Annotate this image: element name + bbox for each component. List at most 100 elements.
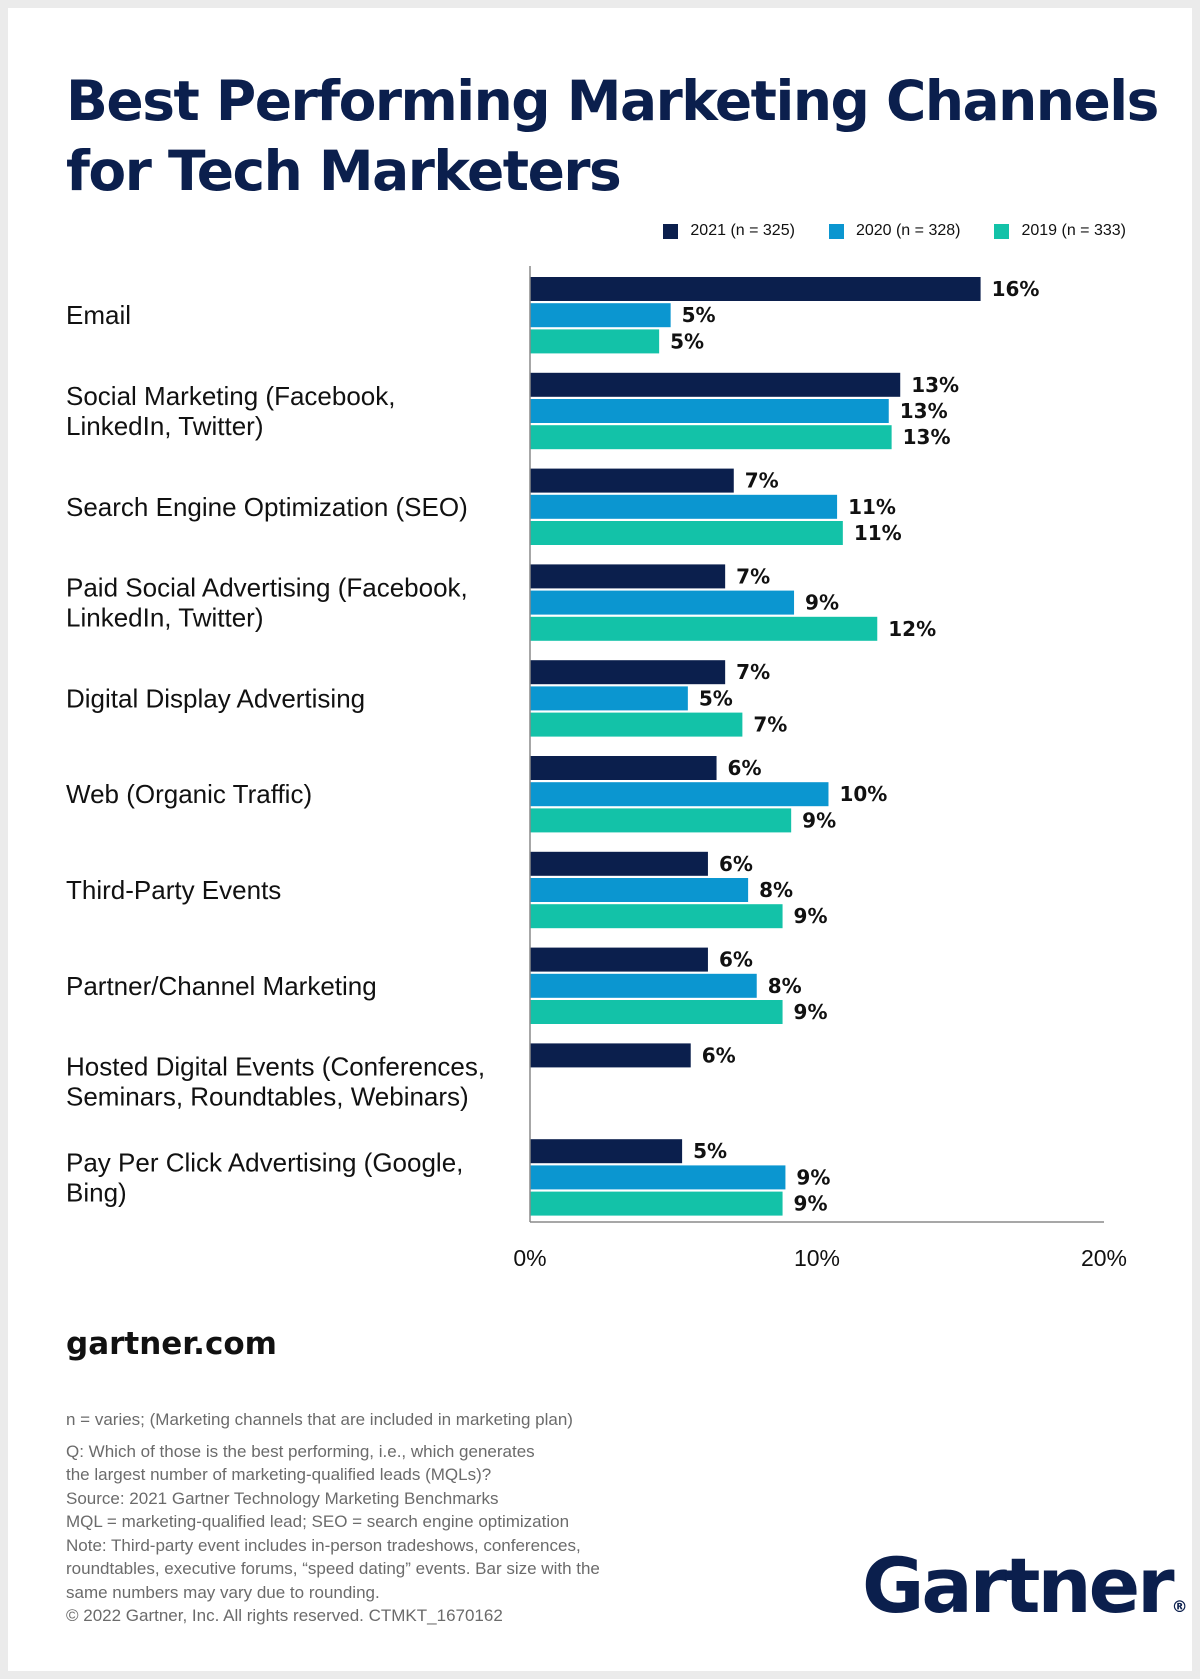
value-label: 11% bbox=[848, 495, 896, 519]
legend-label-2021: 2021 (n = 325) bbox=[690, 222, 795, 239]
value-label: 5% bbox=[670, 329, 704, 353]
footnote-line: Q: Which of those is the best performing… bbox=[66, 1441, 535, 1461]
value-label: 12% bbox=[888, 617, 936, 641]
footnote-line: n = varies; (Marketing channels that are… bbox=[66, 1410, 573, 1429]
bar bbox=[530, 521, 843, 545]
bar bbox=[530, 468, 734, 493]
bar bbox=[530, 1043, 691, 1068]
value-label: 7% bbox=[736, 660, 770, 684]
site-url: gartner.com bbox=[66, 1326, 277, 1362]
x-tick-label: 0% bbox=[513, 1245, 546, 1271]
category-label: Web (Organic Traffic) bbox=[66, 779, 312, 809]
page-title: Best Performing Marketing Channels for T… bbox=[66, 66, 1166, 206]
legend-label-2020: 2020 (n = 328) bbox=[855, 222, 961, 239]
bar bbox=[530, 1165, 786, 1190]
value-label: 9% bbox=[794, 1000, 828, 1024]
value-label: 9% bbox=[794, 1192, 828, 1216]
legend-label-2019: 2019 (n = 333) bbox=[1021, 222, 1126, 239]
category-label: Digital Display Advertising bbox=[66, 683, 365, 713]
bar bbox=[530, 494, 838, 519]
bar bbox=[530, 303, 671, 328]
bar bbox=[530, 1139, 683, 1164]
bar bbox=[530, 973, 757, 998]
category-label: Pay Per Click Advertising (Google, bbox=[66, 1147, 463, 1177]
value-label: 6% bbox=[702, 1043, 736, 1067]
value-label: 8% bbox=[759, 878, 793, 902]
footnote-line: the largest number of marketing-qualifie… bbox=[66, 1465, 492, 1484]
legend-swatch-2021 bbox=[663, 223, 679, 239]
footnote-line: Source: 2021 Gartner Technology Marketin… bbox=[66, 1488, 499, 1508]
legend-item-2019: 2019 (n = 333) bbox=[994, 222, 1126, 240]
value-label: 6% bbox=[719, 948, 753, 972]
value-label: 5% bbox=[699, 686, 733, 710]
bar bbox=[530, 686, 688, 711]
registered-mark: ® bbox=[1171, 1597, 1188, 1616]
bar bbox=[530, 660, 726, 685]
x-tick-label: 10% bbox=[794, 1245, 840, 1271]
category-label: Partner/Channel Marketing bbox=[66, 971, 377, 1001]
bar bbox=[530, 329, 660, 354]
value-label: 7% bbox=[736, 564, 770, 588]
legend-item-2020: 2020 (n = 328) bbox=[828, 222, 961, 240]
bar bbox=[530, 756, 717, 780]
bar bbox=[530, 904, 783, 929]
value-label: 9% bbox=[805, 591, 839, 615]
value-label: 6% bbox=[719, 852, 753, 876]
value-label: 13% bbox=[900, 399, 948, 423]
bar bbox=[530, 372, 901, 397]
value-label: 6% bbox=[728, 756, 762, 780]
footnote-line: © 2022 Gartner, Inc. All rights reserved… bbox=[66, 1606, 503, 1625]
category-label: LinkedIn, Twitter) bbox=[66, 411, 264, 441]
value-label: 7% bbox=[745, 469, 779, 493]
value-label: 5% bbox=[693, 1139, 727, 1163]
title-line-2: for Tech Marketers bbox=[66, 139, 622, 203]
bar bbox=[530, 878, 749, 902]
value-label: 13% bbox=[911, 373, 959, 397]
bar bbox=[530, 399, 889, 423]
bar bbox=[530, 851, 708, 876]
category-label: Third-Party Events bbox=[66, 875, 281, 905]
bar bbox=[530, 808, 792, 833]
legend-swatch-2019 bbox=[994, 223, 1010, 239]
bar bbox=[530, 277, 981, 301]
category-label: LinkedIn, Twitter) bbox=[66, 603, 264, 633]
gartner-logo: Gartner® bbox=[862, 1548, 1188, 1624]
chart-legend: 2021 (n = 325) 2020 (n = 328) 2019 (n = … bbox=[663, 222, 1126, 240]
bar bbox=[530, 590, 795, 615]
bar bbox=[530, 782, 829, 807]
bar bbox=[530, 425, 892, 450]
category-label: Social Marketing (Facebook, bbox=[66, 381, 395, 411]
category-label: Paid Social Advertising (Facebook, bbox=[66, 573, 468, 603]
value-label: 10% bbox=[839, 782, 887, 806]
legend-swatch-2020 bbox=[828, 223, 844, 239]
bar bbox=[530, 947, 708, 972]
value-label: 9% bbox=[796, 1165, 830, 1189]
category-label: Search Engine Optimization (SEO) bbox=[66, 492, 468, 522]
bar bbox=[530, 564, 726, 589]
footnote-line: MQL = marketing-qualified lead; SEO = se… bbox=[66, 1512, 570, 1531]
footnote-line: roundtables, executive forums, “speed da… bbox=[66, 1559, 600, 1578]
value-label: 8% bbox=[768, 974, 802, 998]
category-label: Email bbox=[66, 300, 131, 330]
bar bbox=[530, 1191, 783, 1216]
value-label: 5% bbox=[682, 303, 716, 327]
footnote-line: same numbers may vary due to rounding. bbox=[66, 1582, 380, 1602]
value-label: 7% bbox=[753, 713, 787, 737]
category-label: Bing) bbox=[66, 1177, 127, 1207]
value-label: 13% bbox=[903, 425, 951, 449]
value-label: 9% bbox=[802, 808, 836, 832]
value-label: 11% bbox=[854, 521, 902, 545]
footnotes: n = varies; (Marketing channels that are… bbox=[66, 1408, 706, 1628]
footnote-line: Note: Third-party event includes in-pers… bbox=[66, 1535, 581, 1555]
x-tick-label: 20% bbox=[1081, 1245, 1127, 1271]
bar bbox=[530, 616, 878, 641]
value-label: 16% bbox=[992, 277, 1040, 301]
value-label: 9% bbox=[794, 904, 828, 928]
category-label: Hosted Digital Events (Conferences, bbox=[66, 1052, 485, 1082]
bar bbox=[530, 1000, 783, 1024]
category-label: Seminars, Roundtables, Webinars) bbox=[66, 1082, 469, 1112]
title-line-1: Best Performing Marketing Channels bbox=[66, 69, 1159, 133]
bar bbox=[530, 712, 743, 737]
logo-text: Gartner bbox=[862, 1541, 1175, 1630]
